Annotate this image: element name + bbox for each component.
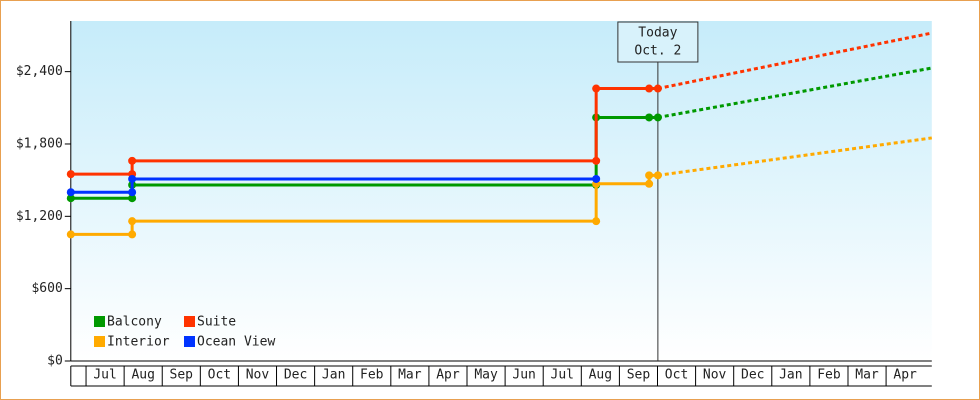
point xyxy=(128,217,137,226)
legend-swatch xyxy=(94,336,105,347)
forecast-line xyxy=(657,66,933,119)
x-tick-label: Nov xyxy=(246,368,270,383)
legend-swatch xyxy=(184,316,195,327)
x-tick-label: May xyxy=(474,368,498,383)
legend-label: Balcony xyxy=(107,315,162,330)
today-date: Oct. 2 xyxy=(634,44,681,59)
point xyxy=(653,113,662,122)
point xyxy=(128,156,137,165)
point xyxy=(128,230,137,239)
today-label: Today xyxy=(638,26,677,41)
point xyxy=(66,230,75,239)
y-tick-label: $600 xyxy=(31,281,62,296)
x-tick-label: Apr xyxy=(893,368,917,383)
x-tick-label: Oct xyxy=(665,368,688,383)
today-box xyxy=(617,21,699,63)
point xyxy=(128,174,137,183)
x-tick-label: Mar xyxy=(398,368,422,383)
forecast-line xyxy=(657,31,933,90)
x-tick-label: Aug xyxy=(131,368,154,383)
y-tick-label: $1,800 xyxy=(16,136,63,151)
x-tick-label: Sep xyxy=(627,368,651,383)
x-tick-label: Dec xyxy=(284,368,307,383)
y-tick-label: $2,400 xyxy=(16,64,63,79)
legend-label: Interior xyxy=(107,335,170,350)
x-tick-label: Jul xyxy=(551,368,574,383)
x-tick-label: Aug xyxy=(589,368,612,383)
point xyxy=(645,179,654,188)
point xyxy=(653,171,662,180)
legend-swatch xyxy=(94,316,105,327)
point xyxy=(645,113,654,122)
point xyxy=(645,84,654,93)
y-tick-label: $0 xyxy=(47,354,63,369)
point xyxy=(66,194,75,203)
x-tick-label: Feb xyxy=(360,368,384,383)
x-tick-label: Oct xyxy=(208,368,231,383)
legend-swatch xyxy=(184,336,195,347)
x-tick-label: Jan xyxy=(322,368,345,383)
series-line xyxy=(70,177,597,194)
x-tick-label: Apr xyxy=(436,368,460,383)
plot-background xyxy=(70,21,932,361)
x-tick-label: Mar xyxy=(855,368,879,383)
point xyxy=(592,217,601,226)
point xyxy=(592,156,601,165)
point xyxy=(66,170,75,179)
x-tick-label: Jan xyxy=(779,368,802,383)
x-tick-label: Jun xyxy=(512,368,535,383)
x-tick-label: Jul xyxy=(93,368,116,383)
point xyxy=(592,174,601,183)
legend-label: Ocean View xyxy=(197,335,275,350)
point xyxy=(645,171,654,180)
x-tick-label: Dec xyxy=(741,368,764,383)
point xyxy=(128,188,137,197)
x-tick-label: Sep xyxy=(170,368,194,383)
y-tick-label: $1,200 xyxy=(16,209,63,224)
point xyxy=(66,188,75,197)
x-tick-label: Feb xyxy=(817,368,841,383)
point xyxy=(128,194,137,203)
point xyxy=(653,84,662,93)
legend-label: Suite xyxy=(197,315,236,330)
x-tick-label: Nov xyxy=(703,368,727,383)
point xyxy=(592,84,601,93)
